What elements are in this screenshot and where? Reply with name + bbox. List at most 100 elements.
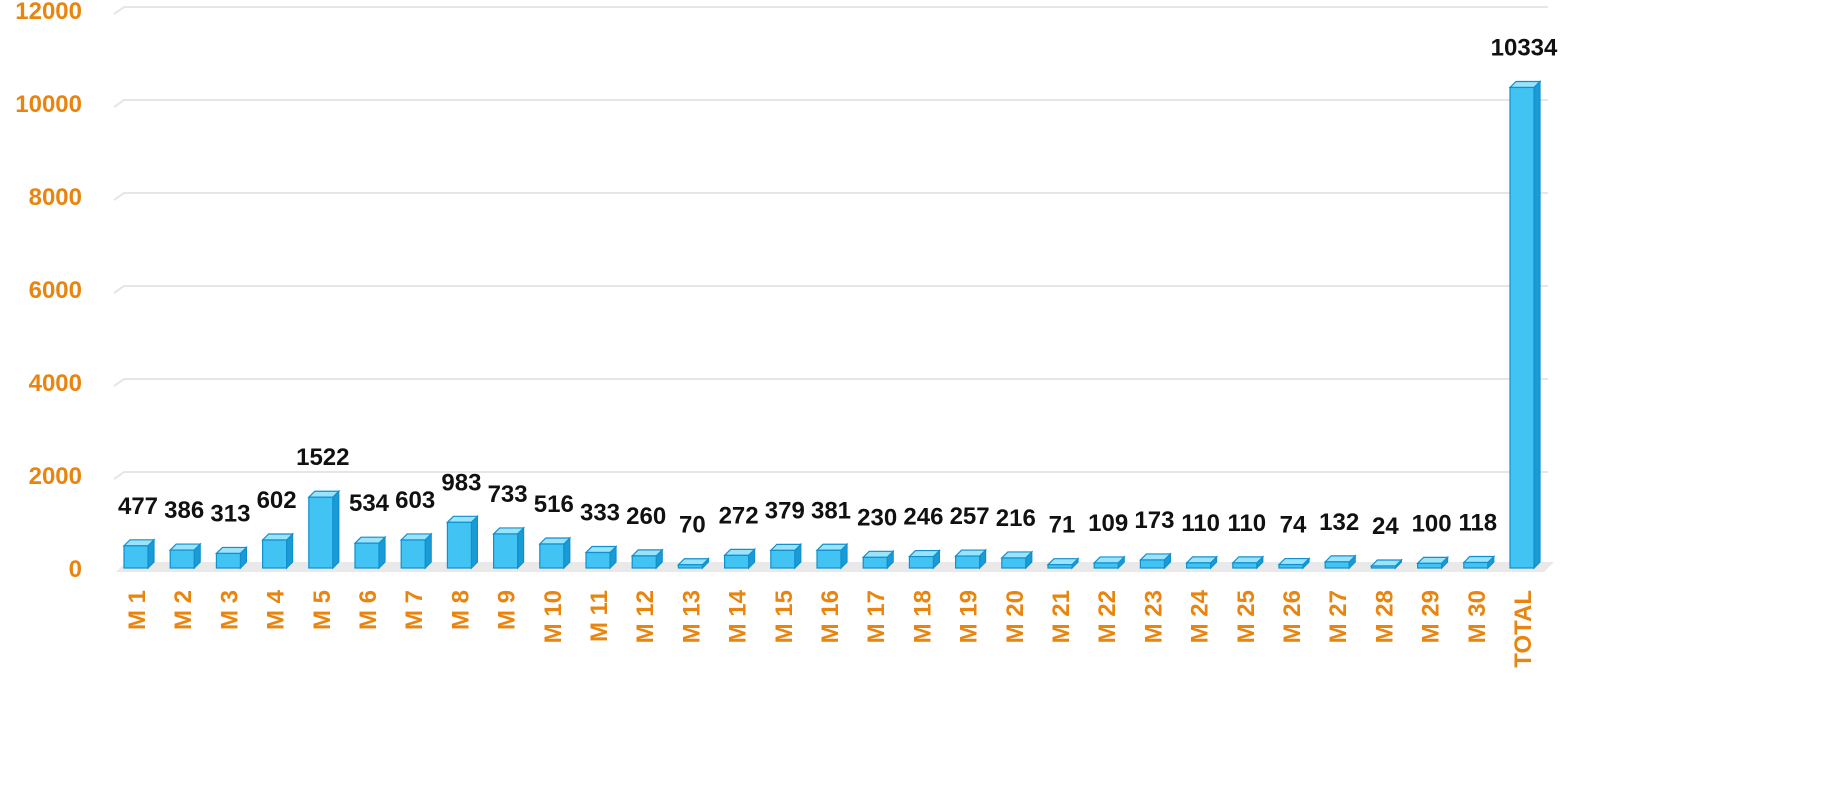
- x-tick-label: M 14: [725, 589, 752, 643]
- bar-front-face: [215, 552, 241, 569]
- bar-side-face: [332, 489, 340, 570]
- bar-top-face: [907, 549, 941, 558]
- bar-top-face: [399, 533, 433, 541]
- data-label: 109: [1088, 510, 1128, 537]
- data-label: 534: [349, 490, 390, 517]
- y-tick-label: 0: [69, 556, 82, 583]
- bar-top-face: [1046, 558, 1080, 566]
- bar: [492, 526, 526, 570]
- y-tick-label: 12000: [15, 0, 82, 25]
- bar-top-face: [1000, 551, 1034, 559]
- bar: [353, 535, 387, 570]
- bar-front-face: [123, 545, 149, 569]
- gridlines: [113, 6, 1548, 480]
- data-label: 257: [950, 503, 990, 530]
- bar-front-face: [400, 539, 426, 569]
- bar: [907, 549, 941, 570]
- bar-side-face: [516, 526, 525, 570]
- bar: [723, 547, 757, 570]
- bar: [630, 548, 664, 570]
- bar-top-face: [815, 543, 849, 551]
- bar-top-face: [954, 549, 988, 557]
- x-tick-label: M 28: [1371, 590, 1398, 643]
- x-tick-label: M 2: [170, 590, 197, 630]
- data-label: 386: [164, 497, 204, 524]
- data-label: 1522: [296, 444, 349, 471]
- bar-top-face: [676, 558, 710, 566]
- bar: [1462, 555, 1496, 570]
- gridline: [113, 378, 1548, 387]
- data-label: 246: [903, 504, 943, 531]
- gridline: [113, 192, 1548, 201]
- y-axis-ticks: 0 2000 4000 6000 8000 10000 12000: [15, 0, 82, 583]
- x-tick-label: M 3: [216, 590, 243, 630]
- bar-top-face: [769, 543, 803, 551]
- bar-top-face: [1185, 556, 1219, 564]
- x-tick-label: M 13: [678, 590, 705, 643]
- data-label: 477: [118, 493, 158, 520]
- x-tick-label: M 29: [1418, 590, 1445, 643]
- x-tick-label: M 4: [263, 589, 290, 630]
- data-label: 110: [1181, 510, 1220, 537]
- bar-front-face: [446, 521, 472, 569]
- bar-front-face: [1139, 559, 1166, 569]
- bar-front-face: [1232, 562, 1258, 569]
- bar-top-face: [1416, 556, 1450, 564]
- data-label: 602: [257, 487, 297, 514]
- data-label: 10334: [1491, 34, 1558, 61]
- x-tick-label: M 7: [401, 590, 428, 630]
- bar-top-face: [1462, 555, 1496, 564]
- data-label: 230: [857, 504, 897, 531]
- data-label: 118: [1458, 510, 1497, 537]
- y-tick-label: 4000: [29, 370, 82, 397]
- x-tick-label: M 19: [956, 590, 983, 643]
- bar-top-face: [1231, 556, 1265, 564]
- bar: [1508, 80, 1542, 570]
- gridline: [113, 6, 1548, 15]
- x-tick-label: M 8: [447, 590, 474, 630]
- data-label: 603: [395, 487, 435, 514]
- bar-front-face: [262, 539, 288, 569]
- data-label: 110: [1227, 510, 1266, 537]
- gridline: [113, 99, 1548, 108]
- bar-top-face: [1369, 559, 1403, 567]
- bar: [1000, 550, 1034, 570]
- y-tick-label: 2000: [29, 463, 82, 490]
- bar-front-face: [169, 549, 195, 569]
- bar: [399, 532, 433, 570]
- bar-front-face: [908, 555, 935, 569]
- data-label: 132: [1319, 509, 1359, 536]
- bar-front-face: [816, 549, 842, 569]
- bar-top-face: [630, 549, 664, 557]
- x-tick-label: M 25: [1233, 590, 1260, 643]
- data-label: 379: [765, 497, 805, 524]
- bar-front-face: [1093, 562, 1119, 569]
- gridline: [113, 471, 1548, 480]
- bar-front-face: [1463, 561, 1489, 569]
- data-label: 272: [719, 502, 759, 529]
- bar-top-face: [1138, 553, 1172, 561]
- x-tick-label: M 21: [1048, 590, 1075, 643]
- data-label: 71: [1049, 512, 1076, 539]
- bar-top-face: [214, 546, 248, 555]
- bar-top-face: [538, 537, 572, 545]
- x-tick-label: M 30: [1464, 590, 1491, 643]
- bar-front-face: [539, 543, 565, 569]
- bar-front-face: [1278, 563, 1304, 569]
- data-label: 333: [580, 500, 620, 527]
- x-tick-label: M 27: [1325, 590, 1352, 643]
- bar-top-face: [584, 545, 618, 554]
- x-tick-label: M 17: [863, 590, 890, 643]
- bar-front-face: [493, 533, 519, 569]
- x-axis-ticks: M 1 M 2 M 3 M 4 M 5 M 6 M 7 M 8 M 9 M 10 M 11 M 12 M…: [124, 589, 1537, 667]
- bar: [1277, 557, 1311, 570]
- y-tick-label: 6000: [29, 277, 82, 304]
- bar: [584, 545, 618, 570]
- bar-top-face: [168, 543, 202, 551]
- bar-front-face: [631, 555, 657, 569]
- x-tick-label: M 26: [1279, 590, 1306, 643]
- y-tick-label: 10000: [15, 91, 82, 118]
- bar: [1138, 552, 1172, 570]
